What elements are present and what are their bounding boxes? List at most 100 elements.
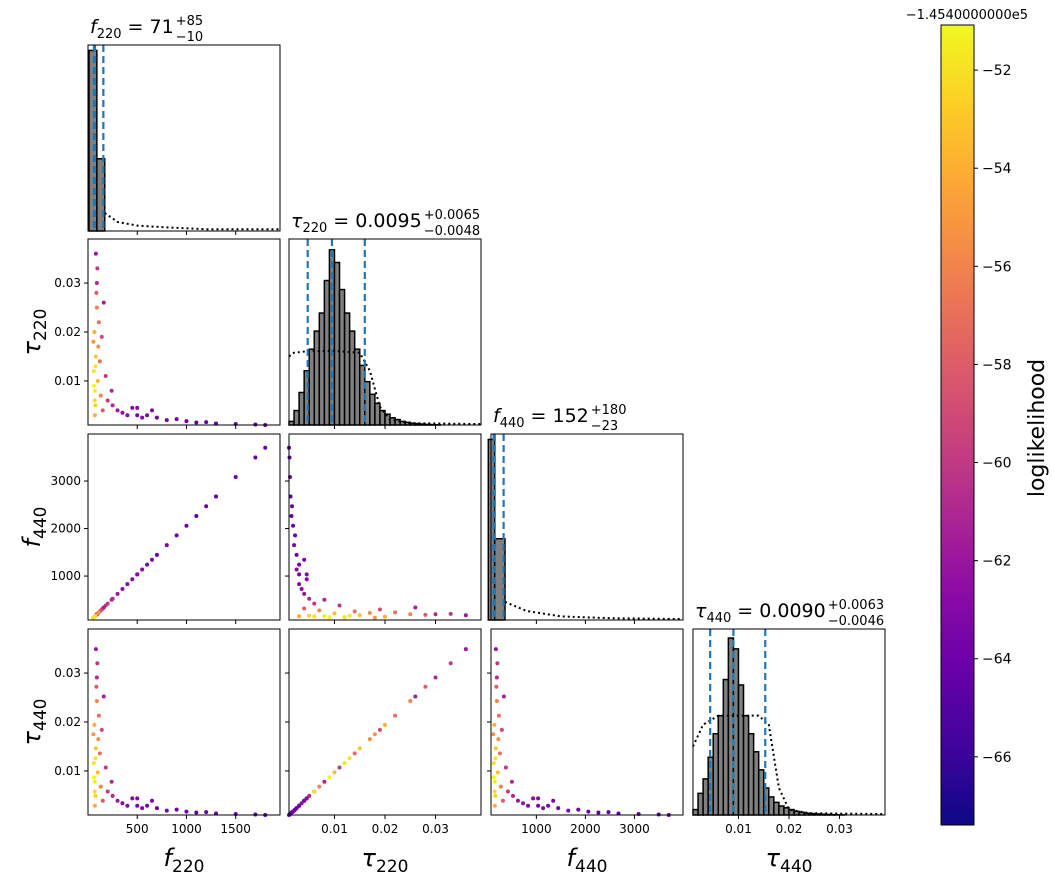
axis-subscript: 440 — [575, 857, 607, 877]
y-axis-label: τ440 — [18, 699, 51, 746]
sample-point — [408, 612, 413, 617]
sample-point — [448, 611, 453, 616]
axis-subscript: 440 — [780, 857, 812, 877]
sample-point — [140, 567, 145, 572]
sample-point — [546, 803, 551, 808]
title-upper: +85 — [176, 14, 203, 29]
sample-point — [96, 737, 101, 742]
sample-point — [294, 552, 299, 557]
prior-line — [504, 601, 684, 621]
sample-point — [367, 610, 372, 615]
sample-point — [287, 455, 292, 460]
panel-frame — [87, 44, 281, 232]
hist-bar — [697, 792, 704, 816]
x-tick-label: 1000 — [171, 822, 202, 836]
sample-point — [94, 698, 99, 703]
sample-point — [98, 393, 103, 398]
hist-bar — [298, 391, 305, 426]
sample-point — [302, 591, 307, 596]
hist-bar — [783, 807, 790, 816]
title-upper: +180 — [591, 403, 627, 418]
sample-point — [556, 806, 561, 811]
sample-point — [501, 694, 506, 699]
sample-point — [312, 601, 317, 606]
sample-point — [95, 661, 100, 666]
colorbar-tick-label: −54 — [982, 161, 1012, 177]
sample-point — [494, 675, 499, 680]
sample-point — [253, 455, 258, 460]
sample-point — [357, 613, 362, 618]
title-symbol: τ — [291, 210, 303, 232]
hist-bar — [318, 312, 326, 426]
sample-point — [95, 378, 100, 383]
panel: f220 = 71 +85−10 — [87, 14, 281, 235]
sample-point — [184, 523, 189, 528]
colorbar-label: loglikelihood — [1025, 359, 1050, 497]
hist-bar — [717, 714, 725, 816]
sample-point — [299, 586, 304, 591]
panel-frame — [288, 238, 482, 426]
sample-point — [93, 251, 98, 256]
sample-point — [312, 614, 317, 619]
title-upper: +0.0065 — [424, 208, 480, 223]
panel-frame — [490, 628, 684, 816]
sample-point — [115, 408, 120, 413]
sample-point — [312, 789, 317, 794]
sample-point — [493, 746, 498, 751]
sample-point — [413, 694, 418, 699]
sample-point — [322, 779, 327, 784]
sample-point — [92, 803, 97, 808]
sample-point — [433, 612, 438, 617]
sample-point — [174, 533, 179, 538]
sample-point — [299, 801, 304, 806]
axis-subscript: 220 — [376, 857, 408, 877]
sample-point — [294, 567, 299, 572]
axis-symbol: τ — [18, 730, 46, 745]
sample-point — [576, 807, 581, 812]
sample-point — [184, 809, 189, 814]
sample-point — [145, 413, 150, 418]
hist-bar — [702, 778, 709, 816]
colorbar-offset: −1.4540000000e5 — [906, 8, 1028, 23]
colorbar-tick-label: −66 — [982, 750, 1012, 766]
sample-point — [383, 722, 387, 727]
x-tick-label: 3000 — [619, 822, 650, 836]
hist-bar — [293, 409, 300, 426]
panel-frame — [490, 433, 684, 621]
title-lower: −0.0046 — [828, 614, 884, 629]
panel-frame — [288, 628, 482, 816]
sample-point — [214, 494, 218, 499]
sample-point — [496, 737, 501, 742]
sample-point — [100, 798, 105, 803]
x-axis-label: τ220 — [362, 844, 409, 877]
hist-bar — [343, 312, 351, 426]
hist-bar — [712, 732, 720, 816]
title-subscript: 220 — [302, 221, 327, 236]
sample-point — [194, 513, 199, 518]
sample-point — [92, 614, 97, 619]
sample-point — [91, 383, 96, 388]
sample-point — [135, 803, 140, 808]
title-subscript: 440 — [706, 611, 731, 626]
sample-point — [297, 803, 302, 808]
sample-point — [115, 798, 120, 803]
sample-point — [352, 751, 357, 756]
sample-point — [291, 523, 296, 528]
x-tick-label: 0.02 — [372, 822, 399, 836]
title-symbol: τ — [695, 600, 707, 622]
sample-point — [130, 577, 135, 582]
sample-point — [347, 613, 352, 618]
sample-point — [337, 765, 342, 770]
panel-title: τ220 = 0.0095 — [291, 210, 422, 236]
sample-point — [372, 732, 377, 737]
sample-point — [448, 661, 453, 666]
sample-point — [92, 722, 97, 727]
title-symbol: f — [90, 16, 100, 38]
x-axis-label: τ440 — [766, 844, 813, 877]
y-tick-label: 0.02 — [54, 325, 81, 339]
sample-point — [98, 784, 103, 789]
sample-point — [497, 751, 502, 756]
sample-point — [342, 761, 347, 766]
sample-point — [302, 606, 307, 611]
hist-bar — [379, 409, 386, 426]
